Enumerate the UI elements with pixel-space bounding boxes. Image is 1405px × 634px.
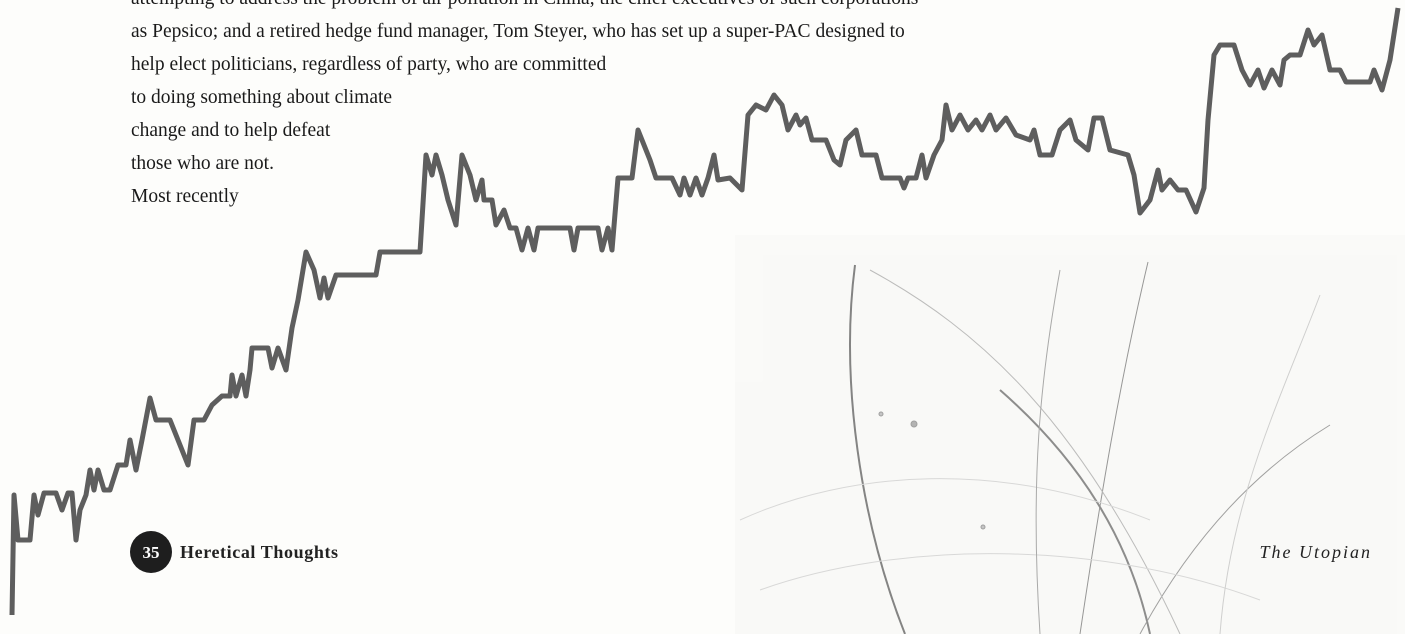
- body-text-block: attempting to address the problem of air…: [131, 0, 918, 207]
- body-line: attempting to address the problem of air…: [131, 0, 918, 9]
- particle-image: [735, 235, 1405, 634]
- page: attempting to address the problem of air…: [0, 0, 1405, 634]
- body-line: those who are not.: [131, 153, 274, 174]
- body-line: help elect politicians, regardless of pa…: [131, 54, 606, 75]
- page-number: 35: [143, 543, 160, 562]
- body-line: change and to help defeat: [131, 120, 331, 141]
- body-line: as Pepsico; and a retired hedge fund man…: [131, 21, 905, 42]
- body-line: to doing something about climate: [131, 87, 392, 108]
- body-line: Most recently: [131, 186, 239, 207]
- section-title: Heretical Thoughts: [180, 542, 339, 562]
- page-canvas: attempting to address the problem of air…: [0, 0, 1405, 634]
- publication-name: The Utopian: [1259, 542, 1372, 562]
